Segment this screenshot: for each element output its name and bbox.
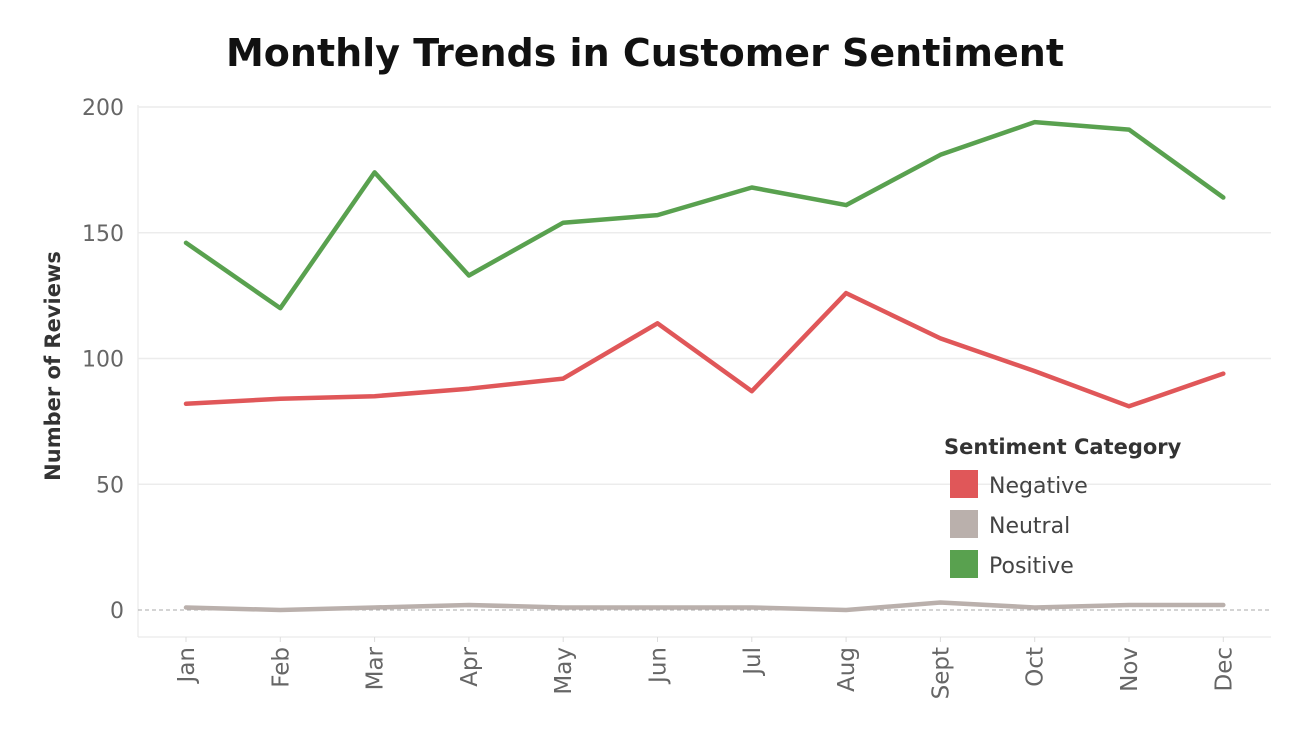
legend: Sentiment Category Negative Neutral Positi… xyxy=(944,435,1182,579)
x-tick-label: May xyxy=(551,647,577,695)
y-tick-label: 0 xyxy=(110,599,124,624)
chart-title: Monthly Trends in Customer Sentiment xyxy=(226,31,1064,75)
x-tick-label: Aug xyxy=(834,647,860,692)
x-tick-label: Apr xyxy=(457,646,483,686)
x-tick-label: Mar xyxy=(363,646,389,690)
x-tick-label: Dec xyxy=(1211,647,1237,692)
legend-label-positive: Positive xyxy=(989,554,1074,579)
y-tick-label: 200 xyxy=(82,96,124,121)
x-axis-ticks: Jan Feb Mar Apr May Jun Jul Aug Sept Oct Nov Dec xyxy=(174,637,1237,699)
x-tick-label: Jan xyxy=(174,647,200,684)
legend-label-negative: Negative xyxy=(989,474,1088,499)
legend-swatch-neutral xyxy=(950,510,978,538)
y-tick-label: 150 xyxy=(82,222,124,247)
series-line-negative xyxy=(183,290,1226,409)
y-axis-ticks: 0 50 100 150 200 xyxy=(82,96,124,624)
series-lines xyxy=(183,119,1226,613)
x-tick-label: Jun xyxy=(646,647,672,685)
legend-title: Sentiment Category xyxy=(944,435,1182,459)
x-tick-label: Oct xyxy=(1023,647,1049,687)
x-tick-label: Jul xyxy=(740,647,766,677)
x-tick-label: Sept xyxy=(928,647,954,699)
y-axis-label: Number of Reviews xyxy=(41,251,65,481)
legend-label-neutral: Neutral xyxy=(989,514,1070,539)
legend-swatch-negative xyxy=(950,470,978,498)
series-line-positive xyxy=(183,119,1226,311)
y-tick-label: 100 xyxy=(82,348,124,373)
legend-swatch-positive xyxy=(950,550,978,578)
series-line-neutral xyxy=(183,600,1226,613)
gridlines xyxy=(137,105,1271,638)
x-tick-label: Nov xyxy=(1117,647,1143,692)
x-tick-label: Feb xyxy=(268,647,294,688)
y-tick-label: 50 xyxy=(96,473,124,498)
